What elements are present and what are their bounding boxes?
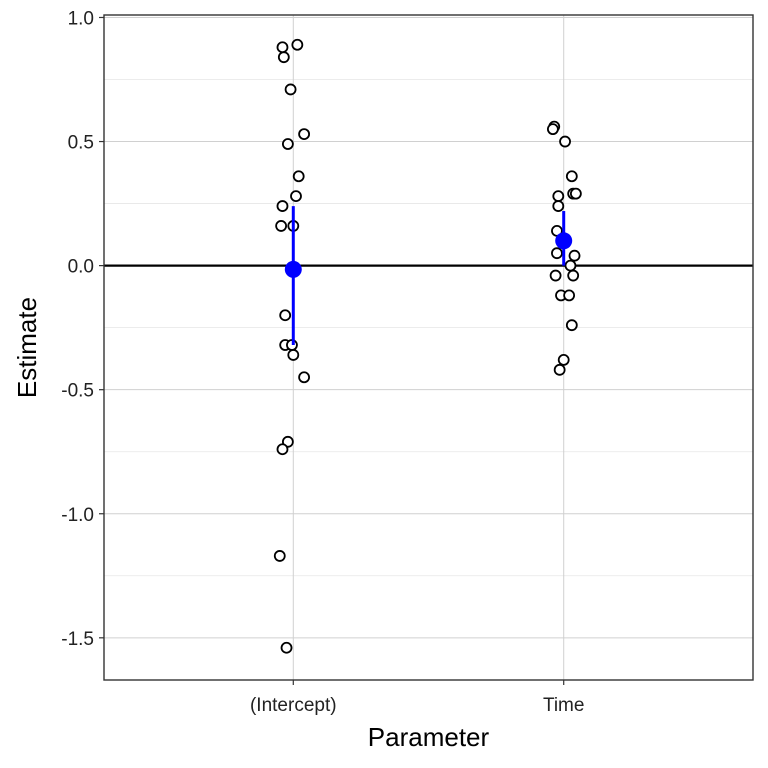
mean-point (284, 260, 302, 278)
data-point (559, 135, 571, 148)
data-point (564, 259, 577, 272)
data-point (292, 170, 305, 183)
data-point (298, 128, 311, 141)
data-point (284, 83, 297, 96)
data-point (277, 51, 290, 64)
data-point (557, 354, 570, 366)
data-point (273, 550, 286, 562)
data-point (565, 319, 578, 332)
data-point (275, 220, 288, 232)
y-tick-label: -1.5 (61, 629, 94, 650)
data-point (563, 289, 576, 302)
data-point (276, 443, 289, 456)
data-point (280, 641, 293, 654)
y-tick-label: 0.0 (68, 257, 94, 278)
y-tick-label: -0.5 (61, 381, 94, 402)
data-point (298, 371, 311, 384)
summary-intervals (284, 206, 573, 346)
data-point (546, 123, 559, 136)
panel-border (103, 14, 754, 681)
data-point (551, 247, 563, 260)
x-axis: (Intercept) Time (250, 680, 584, 716)
data-point (569, 187, 582, 200)
data-point (549, 269, 562, 282)
y-axis: -1.5 -1.0 -0.5 0.0 0.5 1.0 (61, 8, 104, 650)
data-point (287, 349, 300, 361)
data-point (552, 200, 565, 212)
data-point (290, 190, 302, 203)
y-tick-label: 1.0 (68, 8, 94, 29)
data-point (553, 363, 566, 376)
data-point (565, 170, 578, 183)
data-point (276, 200, 289, 212)
grid-lines (104, 15, 753, 680)
x-tick-label: Time (543, 695, 585, 716)
mean-point (555, 232, 573, 250)
data-point (568, 249, 581, 262)
data-point (567, 269, 580, 282)
y-tick-label: 0.5 (68, 133, 94, 154)
data-point (552, 190, 565, 203)
x-axis-title: Parameter (368, 722, 490, 752)
data-point (279, 309, 292, 322)
x-tick-label: (Intercept) (250, 695, 337, 716)
data-points (273, 38, 582, 654)
y-axis-title: Estimate (12, 297, 42, 398)
y-tick-label: -1.0 (61, 505, 94, 526)
data-point (281, 138, 294, 150)
data-point (291, 38, 304, 51)
data-point (276, 41, 289, 54)
